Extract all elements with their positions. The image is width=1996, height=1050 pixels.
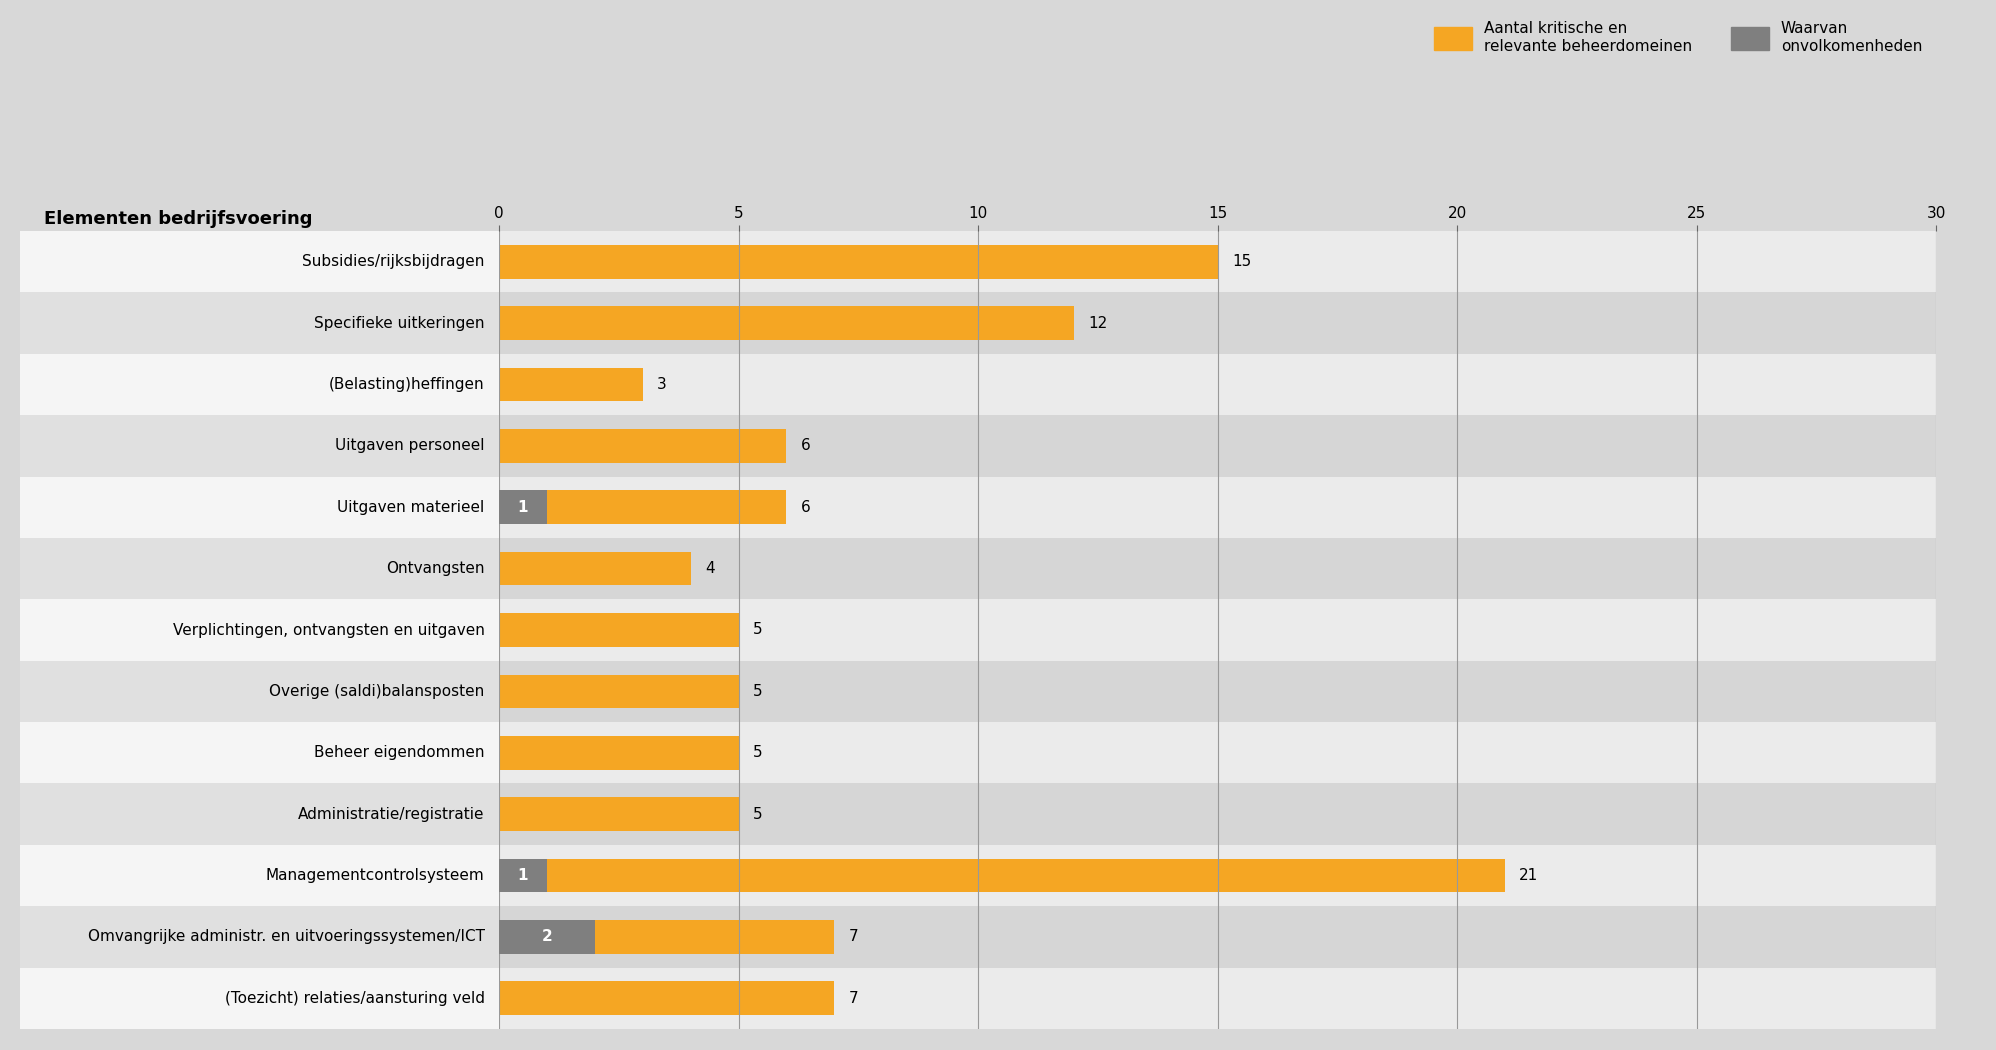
Bar xyxy=(499,968,1936,1029)
Bar xyxy=(20,722,499,783)
Text: 3: 3 xyxy=(657,377,667,392)
Bar xyxy=(499,920,834,953)
Text: 2: 2 xyxy=(541,929,553,944)
Bar xyxy=(499,660,1936,722)
Text: Omvangrijke administr. en uitvoeringssystemen/ICT: Omvangrijke administr. en uitvoeringssys… xyxy=(88,929,485,944)
Text: 5: 5 xyxy=(752,623,762,637)
Text: Beheer eigendommen: Beheer eigendommen xyxy=(313,746,485,760)
Bar xyxy=(499,307,1074,340)
Bar xyxy=(499,600,1936,660)
Bar xyxy=(499,859,1505,892)
Bar xyxy=(499,490,786,524)
Bar xyxy=(499,538,1936,600)
Text: 12: 12 xyxy=(1088,316,1108,331)
Bar xyxy=(499,354,1936,415)
Text: 1: 1 xyxy=(517,500,529,514)
Text: 7: 7 xyxy=(848,991,858,1006)
Bar xyxy=(499,231,1936,292)
Text: 4: 4 xyxy=(705,561,715,576)
Text: Overige (saldi)balansposten: Overige (saldi)balansposten xyxy=(269,684,485,699)
Bar xyxy=(20,783,499,845)
Text: Subsidies/rijksbijdragen: Subsidies/rijksbijdragen xyxy=(301,254,485,269)
Text: 6: 6 xyxy=(800,438,810,454)
Text: 7: 7 xyxy=(848,929,858,944)
Bar xyxy=(20,968,499,1029)
Bar xyxy=(20,231,499,292)
Text: 5: 5 xyxy=(752,806,762,822)
Bar xyxy=(499,722,1936,783)
Bar xyxy=(20,660,499,722)
Bar xyxy=(20,906,499,968)
Bar xyxy=(499,920,595,953)
Text: Uitgaven personeel: Uitgaven personeel xyxy=(335,438,485,454)
Bar xyxy=(499,674,739,709)
Bar xyxy=(20,845,499,906)
Bar xyxy=(499,292,1936,354)
Text: Uitgaven materieel: Uitgaven materieel xyxy=(337,500,485,514)
Bar xyxy=(499,415,1936,477)
Text: Managementcontrolsysteem: Managementcontrolsysteem xyxy=(265,868,485,883)
Bar xyxy=(499,490,547,524)
Bar xyxy=(499,783,1936,845)
Bar xyxy=(20,354,499,415)
Bar xyxy=(499,859,547,892)
Bar xyxy=(499,245,1218,278)
Text: 1: 1 xyxy=(517,868,529,883)
Text: Ontvangsten: Ontvangsten xyxy=(385,561,485,576)
Bar xyxy=(499,477,1936,538)
Bar xyxy=(20,415,499,477)
Text: (Toezicht) relaties/aansturing veld: (Toezicht) relaties/aansturing veld xyxy=(226,991,485,1006)
Legend: Aantal kritische en
relevante beheerdomeinen, Waarvan
onvolkomenheden: Aantal kritische en relevante beheerdome… xyxy=(1427,15,1928,60)
Text: (Belasting)heffingen: (Belasting)heffingen xyxy=(329,377,485,392)
Text: 15: 15 xyxy=(1232,254,1251,269)
Bar xyxy=(499,368,643,401)
Bar xyxy=(20,292,499,354)
Bar xyxy=(20,600,499,660)
Text: 5: 5 xyxy=(752,746,762,760)
Bar xyxy=(499,845,1936,906)
Bar xyxy=(499,982,834,1015)
Bar xyxy=(20,477,499,538)
Bar xyxy=(499,613,739,647)
Bar xyxy=(499,906,1936,968)
Text: 6: 6 xyxy=(800,500,810,514)
Bar xyxy=(20,538,499,600)
Text: Elementen bedrijfsvoering: Elementen bedrijfsvoering xyxy=(44,210,313,228)
Text: 21: 21 xyxy=(1519,868,1539,883)
Text: Specifieke uitkeringen: Specifieke uitkeringen xyxy=(313,316,485,331)
Text: 5: 5 xyxy=(752,684,762,699)
Bar xyxy=(499,551,691,586)
Bar xyxy=(499,429,786,463)
Text: Verplichtingen, ontvangsten en uitgaven: Verplichtingen, ontvangsten en uitgaven xyxy=(174,623,485,637)
Bar xyxy=(499,736,739,770)
Text: Administratie/registratie: Administratie/registratie xyxy=(297,806,485,822)
Bar xyxy=(499,797,739,831)
